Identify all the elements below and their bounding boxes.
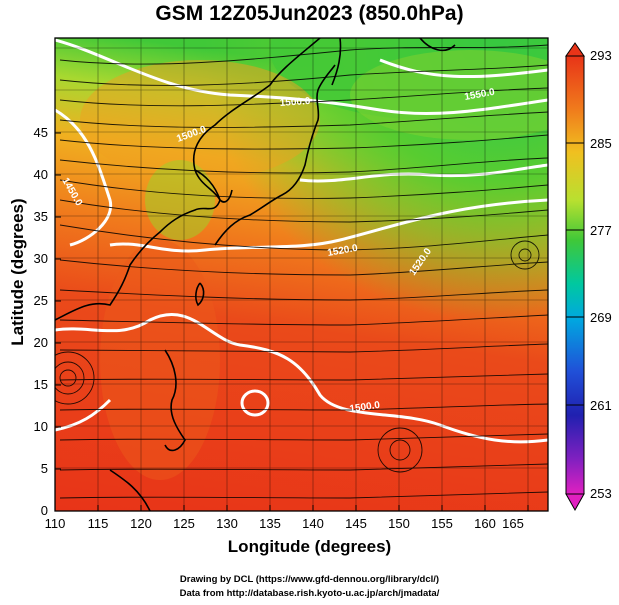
chart-title: GSM 12Z05Jun2023 (850.0hPa) xyxy=(155,2,464,25)
contour-line-north xyxy=(55,38,548,116)
contour-label: 1520.0 xyxy=(327,243,359,259)
contour-label: 1500.0 xyxy=(279,96,311,109)
x-tick-label: 130 xyxy=(216,516,238,531)
colorbar-scale xyxy=(565,55,585,495)
x-tick-label: 150 xyxy=(388,516,410,531)
y-tick-label: 25 xyxy=(34,293,48,308)
y-tick-label: 5 xyxy=(41,461,48,476)
y-tick-label: 0 xyxy=(41,503,48,518)
coast-sakhalin xyxy=(331,38,342,86)
height-contours xyxy=(55,38,548,444)
y-tick-label: 30 xyxy=(34,251,48,266)
colorbar-bottom-arrow xyxy=(565,493,585,512)
contour-label: 1500.0 xyxy=(349,400,381,415)
colorbar-label: 285 xyxy=(590,136,612,151)
colorbar-label: 277 xyxy=(590,223,612,238)
x-tick-label: 165 xyxy=(502,516,524,531)
contour-label: 1550.0 xyxy=(464,87,496,103)
x-tick-label: 145 xyxy=(345,516,367,531)
credit-data: Data from http://database.rish.kyoto-u.a… xyxy=(179,588,440,599)
x-tick-label: 160 xyxy=(474,516,496,531)
colorbar: 293 285 277 269 261 253 xyxy=(565,42,612,512)
x-ticks xyxy=(54,505,529,511)
credit-drawing: Drawing by DCL (https://www.gfd-dennou.o… xyxy=(179,574,440,585)
y-tick-label: 20 xyxy=(34,335,48,350)
y-tick-label: 45 xyxy=(34,125,48,140)
x-tick-label: 135 xyxy=(259,516,281,531)
contour-closed-ring xyxy=(240,389,270,417)
y-axis-label: Latitude (degrees) xyxy=(8,198,27,346)
contour-line-west xyxy=(55,108,113,247)
temperature-field xyxy=(55,38,548,511)
contour-line-sw xyxy=(55,398,112,432)
contour-line-south xyxy=(55,312,548,444)
y-tick-label: 15 xyxy=(34,377,48,392)
colorbar-top-arrow xyxy=(565,42,585,57)
coast-philippines xyxy=(164,349,186,452)
y-ticks xyxy=(55,132,61,512)
coast-taiwan xyxy=(195,282,205,307)
colorbar-label: 293 xyxy=(590,48,612,63)
x-tick-labels: 110 115 120 125 130 135 140 145 150 155 … xyxy=(45,516,524,531)
colorbar-label: 261 xyxy=(590,398,612,413)
y-tick-label: 35 xyxy=(34,209,48,224)
x-axis-label: Longitude (degrees) xyxy=(227,537,392,556)
plot-frame xyxy=(54,37,549,512)
contour-line-northeast xyxy=(379,58,548,79)
x-tick-label: 115 xyxy=(88,516,109,531)
y-tick-labels: 0 5 10 15 20 25 30 35 40 45 xyxy=(34,125,48,518)
x-tick-label: 155 xyxy=(431,516,453,531)
x-tick-label: 140 xyxy=(302,516,324,531)
graticule xyxy=(55,38,548,511)
contour-line-mid xyxy=(299,163,548,183)
y-tick-label: 10 xyxy=(34,419,48,434)
contour-line-subtropical xyxy=(109,198,548,253)
colorbar-label: 253 xyxy=(590,486,612,501)
x-tick-label: 120 xyxy=(130,516,152,531)
y-tick-label: 40 xyxy=(34,167,48,182)
coast-borneo-region xyxy=(109,469,151,511)
x-tick-label: 110 xyxy=(45,516,66,531)
colorbar-label: 269 xyxy=(590,310,612,325)
coast-asia-mainland xyxy=(55,38,321,321)
x-tick-label: 125 xyxy=(173,516,195,531)
